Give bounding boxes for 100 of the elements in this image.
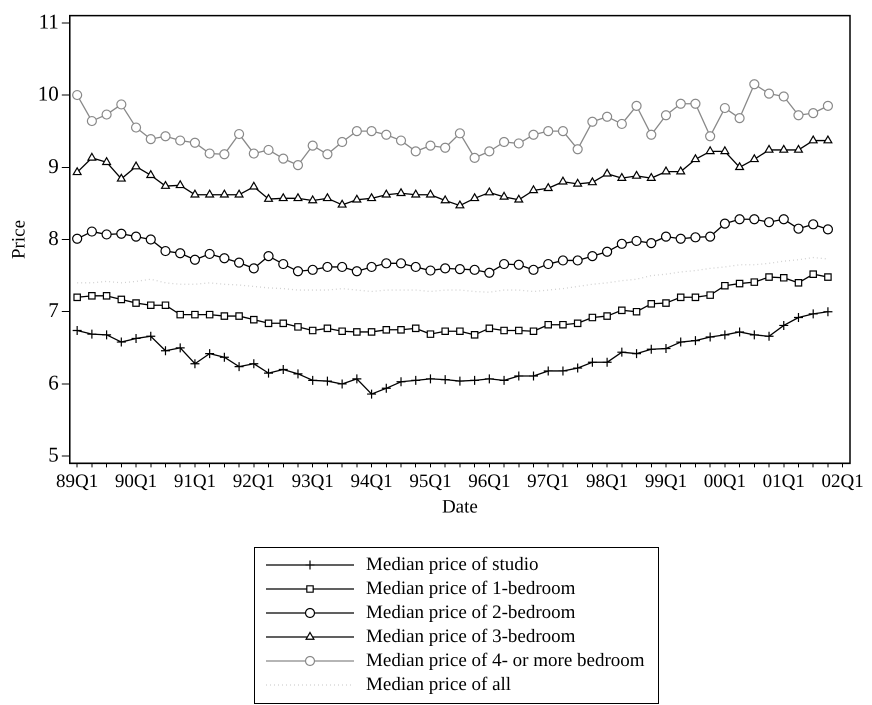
point	[292, 266, 304, 276]
point	[190, 138, 200, 148]
point	[73, 294, 81, 302]
point	[646, 344, 656, 354]
point	[736, 280, 744, 288]
point	[749, 330, 760, 340]
point	[220, 312, 228, 320]
point	[102, 157, 112, 166]
point	[543, 258, 554, 270]
point	[823, 135, 832, 144]
point	[602, 112, 612, 122]
point	[248, 263, 259, 274]
point	[72, 90, 82, 100]
point	[543, 366, 554, 376]
point	[484, 187, 494, 196]
x-tick-label: 90Q1	[114, 470, 158, 492]
x-tick-label: 93Q1	[292, 470, 334, 492]
point	[204, 248, 215, 260]
point	[175, 342, 186, 353]
legend-label: Median price of all	[366, 674, 512, 695]
point	[279, 320, 288, 328]
point	[426, 330, 434, 338]
point	[631, 100, 642, 111]
point	[219, 149, 230, 160]
point	[543, 126, 554, 136]
point	[248, 148, 259, 159]
point	[616, 118, 627, 130]
point	[308, 264, 318, 275]
y-tick-label: 8	[48, 226, 59, 250]
point	[705, 131, 716, 142]
point	[778, 214, 789, 224]
point	[676, 294, 684, 302]
point	[396, 188, 406, 196]
point	[824, 273, 832, 281]
point	[263, 251, 274, 262]
point	[470, 375, 480, 386]
point	[660, 343, 672, 354]
point	[410, 375, 421, 386]
point	[102, 292, 110, 300]
point	[484, 146, 494, 156]
point	[191, 310, 199, 318]
point	[530, 327, 538, 336]
point	[646, 238, 656, 248]
x-tick-label: 91Q1	[174, 470, 216, 492]
point	[130, 122, 142, 133]
point	[808, 108, 818, 118]
point	[441, 327, 449, 336]
point	[498, 375, 510, 386]
point	[410, 146, 421, 156]
x-tick-label: 00Q1	[704, 470, 746, 492]
point	[794, 279, 802, 287]
point	[470, 193, 480, 202]
point	[484, 374, 494, 384]
point	[352, 126, 362, 136]
point	[352, 194, 362, 203]
point	[382, 190, 391, 198]
x-tick-label: 98Q1	[586, 470, 628, 492]
point	[308, 140, 318, 151]
point	[720, 102, 730, 114]
point	[116, 99, 126, 110]
point	[397, 326, 405, 334]
point	[324, 324, 332, 332]
point	[146, 134, 156, 144]
x-tick-label: 94Q1	[350, 470, 393, 492]
point	[367, 193, 376, 202]
point	[411, 190, 420, 198]
point	[690, 154, 700, 162]
point	[514, 370, 524, 382]
point	[337, 262, 348, 272]
point	[616, 238, 627, 249]
point	[573, 178, 582, 187]
point	[484, 268, 494, 278]
point	[87, 152, 96, 161]
point	[322, 193, 332, 202]
point	[676, 166, 686, 174]
point	[338, 200, 347, 208]
x-tick-label: 96Q1	[468, 470, 510, 492]
point	[132, 161, 141, 170]
point	[130, 333, 142, 344]
point	[706, 291, 714, 299]
point	[338, 327, 346, 336]
point	[734, 214, 745, 224]
point	[793, 110, 804, 120]
point	[410, 262, 421, 272]
point	[382, 326, 390, 334]
point	[514, 194, 524, 203]
point	[515, 326, 523, 334]
point	[204, 348, 215, 359]
point	[809, 270, 817, 278]
point	[86, 329, 97, 340]
point	[734, 113, 745, 124]
point	[660, 232, 672, 242]
legend-label: Median price of 2-bedroom	[366, 602, 576, 623]
point	[765, 273, 773, 281]
point	[219, 352, 230, 362]
point	[132, 299, 140, 307]
point	[190, 190, 200, 198]
point	[102, 229, 112, 240]
point	[558, 126, 568, 136]
point	[617, 173, 626, 181]
